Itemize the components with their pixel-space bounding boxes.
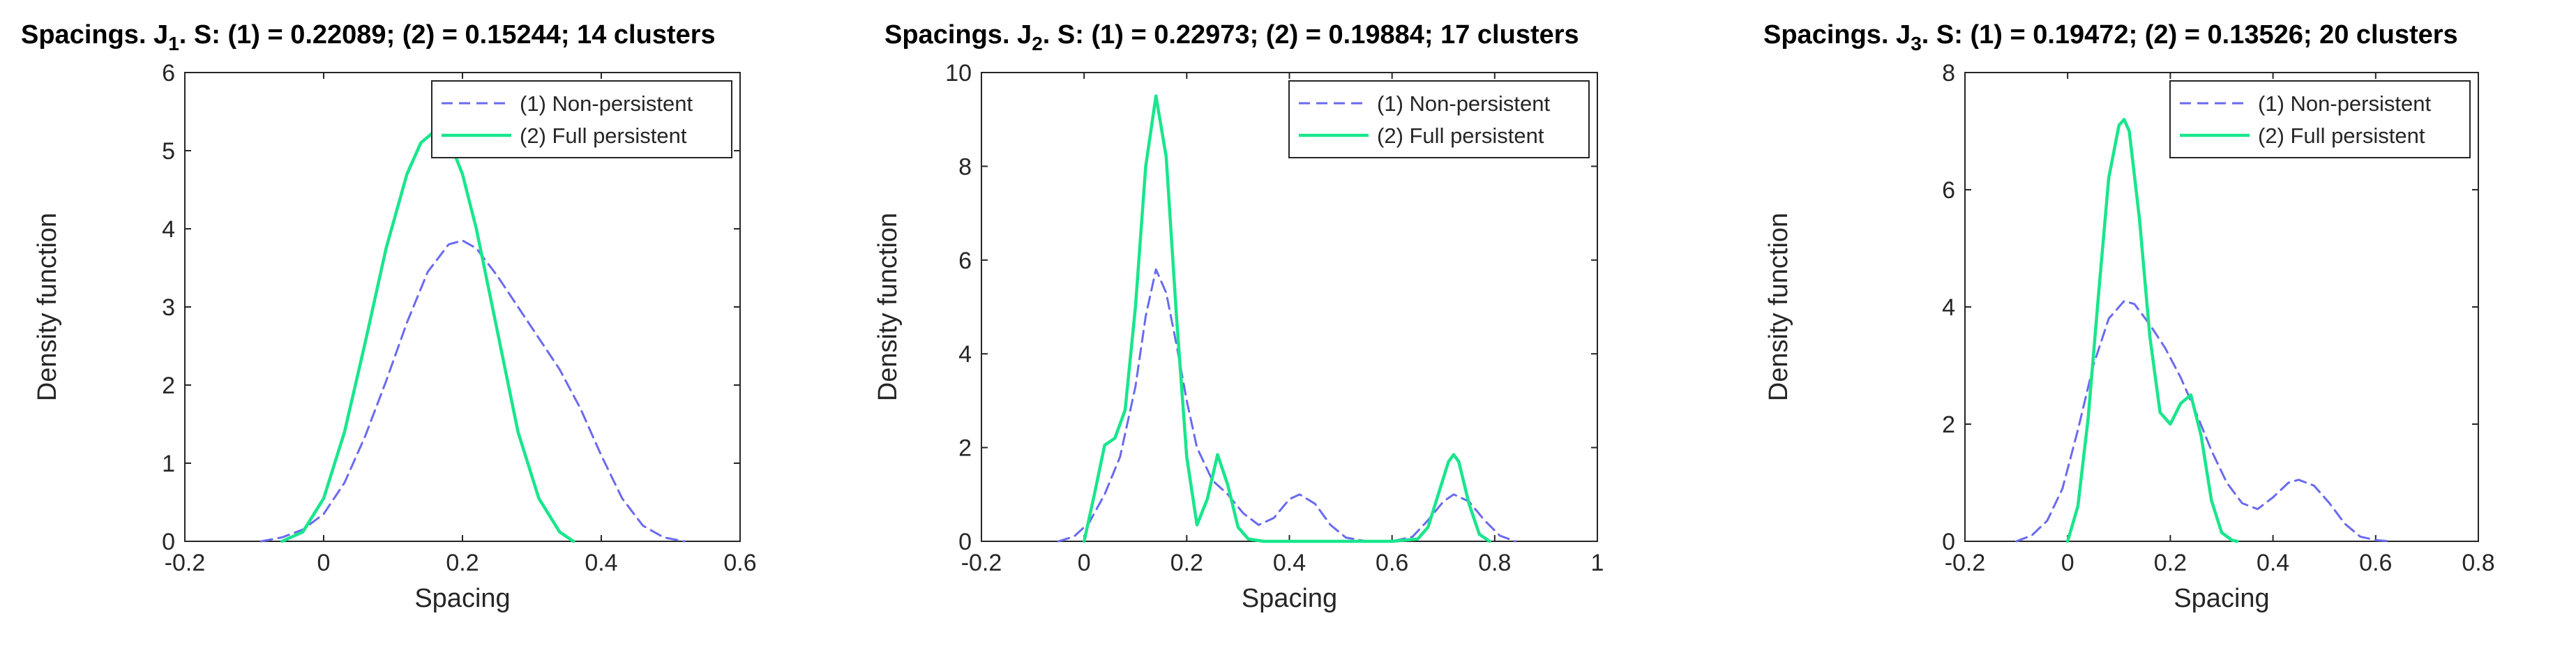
- x-tick-label: -0.2: [1945, 550, 1986, 576]
- x-axis-label: Spacing: [414, 584, 510, 613]
- series-line-non-persistent: [259, 239, 686, 543]
- chart-title-rest: . S: (1) = 0.19472; (2) = 0.13526; 20 cl…: [1922, 20, 2458, 50]
- chart-title: Spacings. J2. S: (1) = 0.22973; (2) = 0.…: [884, 20, 1579, 54]
- y-tick-label: 2: [958, 435, 972, 462]
- x-tick-label: 0.2: [446, 550, 479, 576]
- legend: (1) Non-persistent (2) Full persistent: [1288, 80, 1590, 158]
- legend-box: [431, 80, 732, 158]
- chart-title-main: Spacings. J: [21, 20, 168, 50]
- x-tick-label: 0.6: [1376, 550, 1408, 576]
- y-tick-label: 3: [162, 294, 175, 321]
- y-axis-label: Density function: [873, 213, 903, 401]
- x-tick-label: -0.2: [961, 550, 1002, 576]
- y-tick-label: 4: [1942, 294, 1955, 321]
- chart-title-main: Spacings. J: [884, 20, 1032, 50]
- x-axis-label: Spacing: [1242, 584, 1337, 613]
- y-tick-label: 4: [958, 341, 972, 368]
- x-tick-label: 0.4: [585, 550, 617, 576]
- chart-title-subscript: 3: [1911, 33, 1922, 54]
- chart-title-rest: . S: (1) = 0.22089; (2) = 0.15244; 14 cl…: [179, 20, 716, 50]
- series-line-non-persistent: [2015, 300, 2393, 543]
- y-tick-label: 1: [162, 451, 175, 477]
- legend-entry-label: (1) Non-persistent: [520, 91, 693, 116]
- x-tick-label: 0.8: [1478, 550, 1511, 576]
- x-tick-label: 0.4: [2257, 550, 2289, 576]
- y-tick-label: 4: [162, 216, 175, 243]
- x-tick-label: 0.2: [1170, 550, 1203, 576]
- x-tick-label: -0.2: [165, 550, 206, 576]
- legend-entry-label: (1) Non-persistent: [1377, 91, 1550, 116]
- legend-entry-label: (2) Full persistent: [520, 123, 687, 148]
- y-tick-label: 0: [958, 529, 972, 555]
- y-tick-label: 8: [1942, 60, 1955, 86]
- y-tick-label: 8: [958, 153, 972, 180]
- y-tick-label: 6: [162, 60, 175, 86]
- y-tick-label: 6: [958, 248, 972, 274]
- x-tick-label: 1: [1591, 550, 1604, 576]
- x-tick-label: 0.4: [1273, 550, 1306, 576]
- x-tick-label: 0: [2061, 550, 2074, 576]
- series-line-non-persistent: [1057, 268, 1516, 543]
- y-tick-label: 5: [162, 138, 175, 165]
- y-tick-label: 0: [162, 529, 175, 555]
- x-tick-label: 0: [317, 550, 331, 576]
- x-tick-label: 0.8: [2462, 550, 2494, 576]
- y-tick-label: 2: [162, 373, 175, 399]
- y-tick-label: 6: [1942, 177, 1955, 204]
- legend-entry-label: (2) Full persistent: [2258, 123, 2425, 148]
- x-tick-label: 0.6: [723, 550, 756, 576]
- series-line-full-persistent: [2065, 117, 2239, 543]
- chart-title-main: Spacings. J: [1763, 20, 1911, 50]
- y-tick-label: 0: [1942, 529, 1955, 555]
- chart-title-subscript: 2: [1032, 33, 1043, 54]
- x-tick-label: 0.6: [2359, 550, 2392, 576]
- y-axis-label: Density function: [1764, 213, 1793, 401]
- y-tick-label: 2: [1942, 412, 1955, 438]
- chart-title: Spacings. J1. S: (1) = 0.22089; (2) = 0.…: [21, 20, 716, 54]
- legend-box: [2169, 80, 2471, 158]
- legend-entry-label: (1) Non-persistent: [2258, 91, 2431, 116]
- x-tick-label: 0.2: [2154, 550, 2187, 576]
- legend-box: [1288, 80, 1590, 158]
- legend: (1) Non-persistent (2) Full persistent: [2169, 80, 2471, 158]
- chart-title-subscript: 1: [168, 33, 179, 54]
- series-line-full-persistent: [1082, 94, 1491, 543]
- chart-title-rest: . S: (1) = 0.22973; (2) = 0.19884; 17 cl…: [1043, 20, 1579, 50]
- x-tick-label: 0: [1078, 550, 1091, 576]
- legend: (1) Non-persistent (2) Full persistent: [431, 80, 732, 158]
- chart-title: Spacings. J3. S: (1) = 0.19472; (2) = 0.…: [1763, 20, 2458, 54]
- x-axis-label: Spacing: [2174, 584, 2269, 613]
- y-tick-label: 10: [945, 60, 972, 86]
- legend-entry-label: (2) Full persistent: [1377, 123, 1544, 148]
- y-axis-label: Density function: [33, 213, 62, 401]
